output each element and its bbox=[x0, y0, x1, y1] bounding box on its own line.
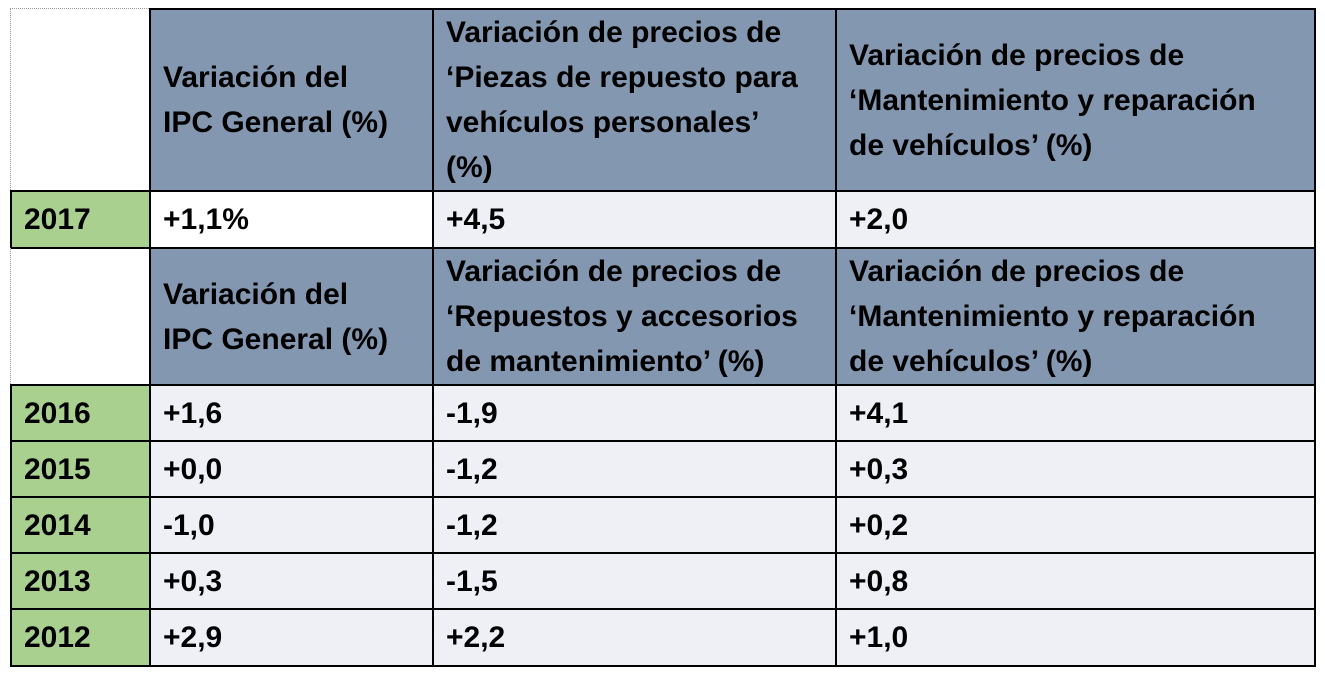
value-text: -1,9 bbox=[446, 396, 498, 430]
header2-ipc-general: Variación del IPC General (%) bbox=[149, 247, 434, 386]
value-cell-mantenimiento: +1,0 bbox=[835, 608, 1316, 667]
year-label: 2012 bbox=[24, 621, 91, 654]
year-cell-2015: 2015 bbox=[10, 440, 151, 498]
year-cell-2017: 2017 bbox=[10, 190, 151, 249]
value-text: +1,1% bbox=[163, 203, 249, 236]
value-text: +0,2 bbox=[849, 508, 909, 542]
value-text: -1,2 bbox=[446, 508, 498, 542]
header1-ipc-general-text: Variación del IPC General (%) bbox=[163, 61, 389, 139]
value-text: +2,2 bbox=[446, 621, 506, 654]
value-cell-repuestos: -1,2 bbox=[432, 440, 837, 498]
year-label: 2014 bbox=[24, 508, 91, 542]
value-cell-mantenimiento: +0,2 bbox=[835, 496, 1316, 554]
value-cell-mantenimiento: +4,1 bbox=[835, 384, 1316, 442]
value-cell-ipc: +1,6 bbox=[149, 384, 434, 442]
value-text: +0,3 bbox=[163, 564, 223, 598]
value-text: +1,0 bbox=[849, 621, 909, 654]
value-text: -1,5 bbox=[446, 564, 498, 598]
year-cell-2013: 2013 bbox=[10, 552, 151, 610]
header1-ipc-general: Variación del IPC General (%) bbox=[149, 8, 434, 192]
header1-piezas-repuesto-text: Variación de precios de ‘Piezas de repue… bbox=[446, 16, 798, 184]
year-label: 2016 bbox=[24, 396, 91, 430]
value-text: +0,8 bbox=[849, 564, 909, 598]
value-text: +2,0 bbox=[849, 203, 909, 236]
value-text: -1,2 bbox=[446, 452, 498, 486]
header2-ipc-general-text: Variación del IPC General (%) bbox=[163, 277, 389, 356]
header1-mantenimiento: Variación de precios de ‘Mantenimiento y… bbox=[835, 8, 1316, 192]
value-cell-ipc: +1,1% bbox=[149, 190, 434, 249]
header1-mantenimiento-text: Variación de precios de ‘Mantenimiento y… bbox=[849, 38, 1256, 162]
price-variation-table: Variación del IPC General (%) Variación … bbox=[10, 8, 1316, 667]
value-cell-repuestos: +4,5 bbox=[432, 190, 837, 249]
value-text: +1,6 bbox=[163, 396, 223, 430]
corner-empty-cell bbox=[10, 8, 151, 192]
value-cell-ipc: -1,0 bbox=[149, 496, 434, 554]
corner-empty-cell bbox=[10, 247, 151, 386]
value-text: +2,9 bbox=[163, 621, 223, 654]
value-cell-mantenimiento: +0,3 bbox=[835, 440, 1316, 498]
year-cell-2012: 2012 bbox=[10, 608, 151, 667]
header2-mantenimiento: Variación de precios de ‘Mantenimiento y… bbox=[835, 247, 1316, 386]
header2-mantenimiento-text: Variación de precios de ‘Mantenimiento y… bbox=[849, 255, 1256, 378]
value-text: +4,5 bbox=[446, 203, 506, 236]
value-cell-mantenimiento: +0,8 bbox=[835, 552, 1316, 610]
value-cell-repuestos: -1,9 bbox=[432, 384, 837, 442]
year-cell-2016: 2016 bbox=[10, 384, 151, 442]
value-text: +0,0 bbox=[163, 452, 223, 486]
value-cell-repuestos: -1,5 bbox=[432, 552, 837, 610]
header2-repuestos-accesorios: Variación de precios de ‘Repuestos y acc… bbox=[432, 247, 837, 386]
year-label: 2013 bbox=[24, 564, 91, 598]
header1-piezas-repuesto: Variación de precios de ‘Piezas de repue… bbox=[432, 8, 837, 192]
value-cell-ipc: +2,9 bbox=[149, 608, 434, 667]
value-cell-ipc: +0,0 bbox=[149, 440, 434, 498]
value-text: +0,3 bbox=[849, 452, 909, 486]
value-cell-ipc: +0,3 bbox=[149, 552, 434, 610]
header2-repuestos-accesorios-text: Variación de precios de ‘Repuestos y acc… bbox=[446, 255, 798, 378]
value-cell-repuestos: +2,2 bbox=[432, 608, 837, 667]
value-text: +4,1 bbox=[849, 396, 909, 430]
value-cell-mantenimiento: +2,0 bbox=[835, 190, 1316, 249]
year-label: 2017 bbox=[24, 203, 91, 236]
year-label: 2015 bbox=[24, 452, 91, 486]
value-text: -1,0 bbox=[163, 508, 215, 542]
year-cell-2014: 2014 bbox=[10, 496, 151, 554]
value-cell-repuestos: -1,2 bbox=[432, 496, 837, 554]
